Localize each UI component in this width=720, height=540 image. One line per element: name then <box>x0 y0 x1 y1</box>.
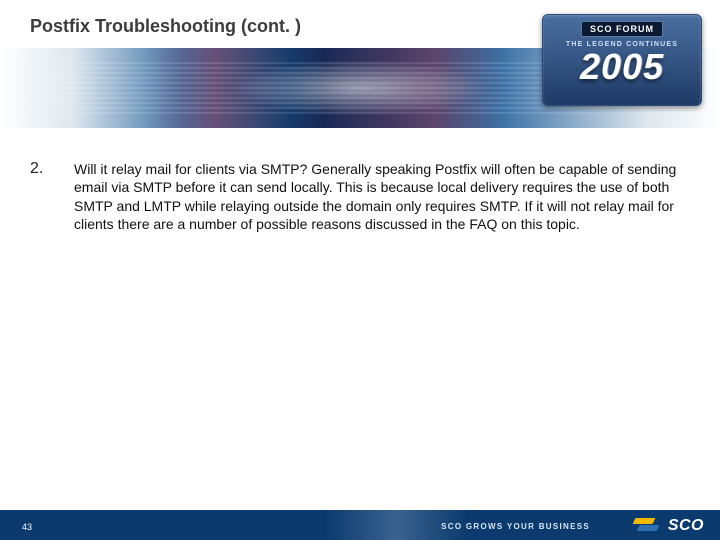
footer-tagline: SCO GROWS YOUR BUSINESS <box>441 522 590 531</box>
logo-icon <box>634 516 662 536</box>
badge-year: 2005 <box>580 46 664 88</box>
content-area: 2. Will it relay mail for clients via SM… <box>30 160 690 234</box>
logo-text: SCO <box>668 517 704 535</box>
list-number: 2. <box>30 160 52 234</box>
footer-bar: 43 SCO GROWS YOUR BUSINESS SCO <box>0 510 720 540</box>
slide: Postfix Troubleshooting (cont. ) SCO FOR… <box>0 0 720 540</box>
badge-top-label: SCO FORUM <box>581 21 663 37</box>
body-text: Will it relay mail for clients via SMTP?… <box>74 160 690 234</box>
footer-logo: SCO <box>634 516 704 536</box>
forum-badge: SCO FORUM THE LEGEND CONTINUES 2005 <box>542 14 702 106</box>
page-number: 43 <box>22 522 32 532</box>
slide-title: Postfix Troubleshooting (cont. ) <box>30 16 301 37</box>
